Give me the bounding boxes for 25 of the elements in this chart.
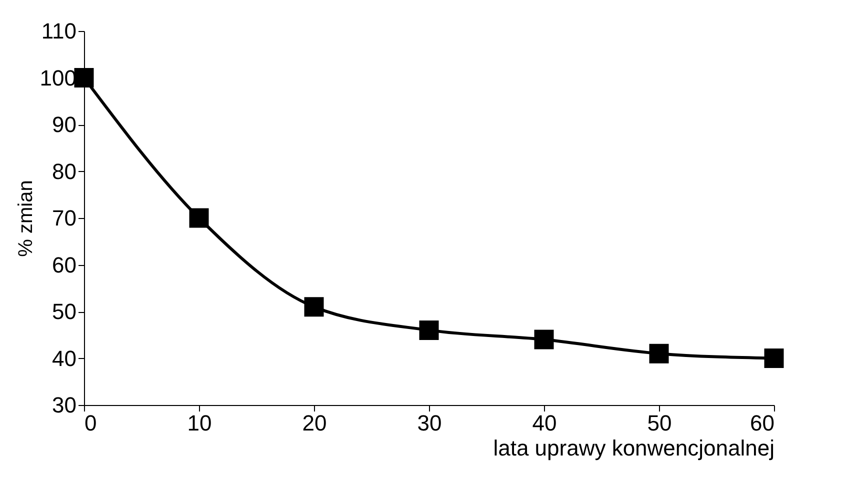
x-tick-label: 0: [84, 410, 97, 436]
y-tick-label: 100: [40, 65, 76, 90]
y-tick-label: 50: [52, 299, 76, 324]
point: [764, 348, 784, 368]
point: [304, 297, 324, 317]
point: [189, 208, 209, 228]
y-tick-label: 80: [52, 158, 76, 184]
y-tick-label: 40: [52, 346, 76, 371]
point: [649, 344, 669, 364]
x-tick-label: 50: [647, 410, 672, 436]
x-tick-label: 60: [750, 410, 774, 436]
x-axis-title: lata uprawy konwencjonalnej: [493, 436, 774, 460]
x-tick-label: 20: [302, 410, 327, 436]
y-tick-label: 30: [52, 392, 76, 418]
y-tick-label: 110: [41, 18, 76, 44]
point: [534, 330, 554, 350]
x-tick-label: 30: [417, 410, 442, 436]
point: [74, 68, 94, 88]
x-tick-label: 40: [532, 410, 557, 436]
y-tick-label: 90: [52, 112, 76, 137]
y-axis-title: % zmian: [14, 180, 37, 257]
y-tick-label: 60: [52, 252, 76, 278]
x-tick-label: 10: [187, 410, 212, 436]
point: [419, 320, 439, 340]
y-tick-label: 70: [52, 206, 76, 230]
